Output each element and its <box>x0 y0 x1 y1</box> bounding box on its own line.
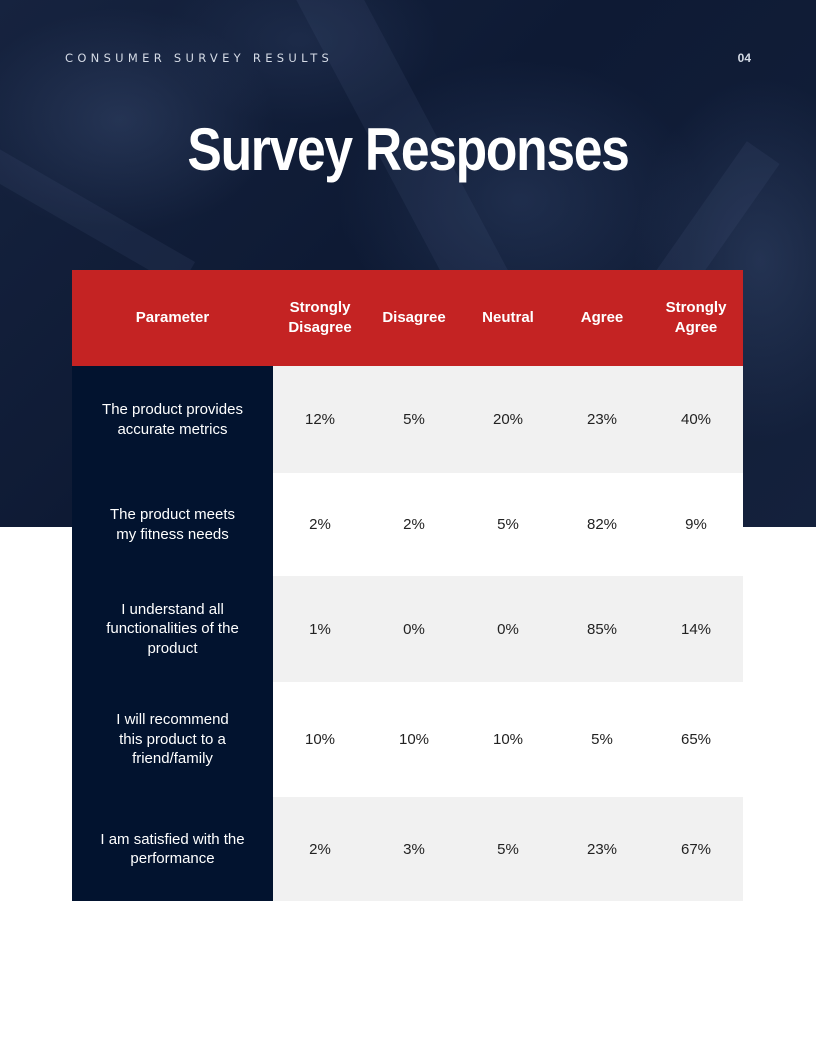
document-kicker: CONSUMER SURVEY RESULTS <box>65 51 334 65</box>
cell-neutral: 10% <box>492 731 524 748</box>
cell-strongly-agree: 67% <box>680 840 712 858</box>
table-row: The product meets my fitness needs 2% 2%… <box>72 473 743 576</box>
column-header-neutral: Neutral <box>482 309 534 326</box>
page-title: Survey Responses <box>187 116 629 183</box>
cell-disagree: 0% <box>403 620 425 638</box>
table-row: The product provides accurate metrics 12… <box>72 366 743 473</box>
survey-responses-table: Parameter Strongly Disagree Disagree Neu… <box>72 270 743 901</box>
cell-disagree: 10% <box>398 731 430 748</box>
page-number: 04 <box>737 51 751 65</box>
cell-strongly-agree: 40% <box>680 411 712 428</box>
table-header-row: Parameter Strongly Disagree Disagree Neu… <box>72 270 743 366</box>
cell-agree: 5% <box>591 731 613 748</box>
row-parameter: I will recommend this product to a frien… <box>72 682 273 797</box>
cell-strongly-disagree: 2% <box>309 840 331 858</box>
cell-neutral: 20% <box>492 411 524 428</box>
table-row: I am satisfied with the performance 2% 3… <box>72 797 743 901</box>
cell-strongly-agree: 14% <box>680 620 712 638</box>
cell-strongly-disagree: 2% <box>309 516 331 533</box>
cell-neutral: 5% <box>497 516 519 533</box>
column-header-disagree: Disagree <box>382 309 446 326</box>
cell-disagree: 5% <box>403 411 425 428</box>
cell-disagree: 2% <box>403 516 425 533</box>
cell-agree: 82% <box>586 516 618 533</box>
column-header-agree: Agree <box>580 309 624 326</box>
table-row: I will recommend this product to a frien… <box>72 682 743 797</box>
cell-strongly-disagree: 1% <box>309 620 331 638</box>
cell-agree: 23% <box>586 411 618 428</box>
row-parameter: I understand all functionalities of the … <box>72 576 273 682</box>
cell-agree: 85% <box>586 620 618 638</box>
row-parameter: The product provides accurate metrics <box>72 366 273 473</box>
column-header-strongly-disagree: Strongly Disagree <box>288 299 352 336</box>
column-header-strongly-agree: Strongly Agree <box>665 299 727 336</box>
cell-disagree: 3% <box>403 840 425 858</box>
row-parameter: The product meets my fitness needs <box>72 473 273 576</box>
cell-strongly-disagree: 10% <box>304 731 336 748</box>
column-header-parameter: Parameter <box>135 309 210 326</box>
cell-strongly-disagree: 12% <box>304 411 336 428</box>
cell-strongly-agree: 65% <box>680 731 712 748</box>
cell-agree: 23% <box>586 840 618 858</box>
cell-neutral: 0% <box>497 620 519 638</box>
table-row: I understand all functionalities of the … <box>72 576 743 682</box>
cell-neutral: 5% <box>497 840 519 858</box>
row-parameter: I am satisfied with the performance <box>72 797 273 901</box>
cell-strongly-agree: 9% <box>685 516 707 533</box>
